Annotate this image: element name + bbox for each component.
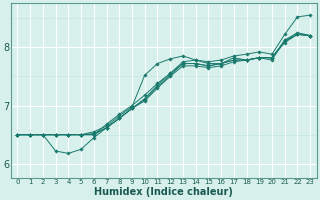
X-axis label: Humidex (Indice chaleur): Humidex (Indice chaleur) [94, 187, 233, 197]
